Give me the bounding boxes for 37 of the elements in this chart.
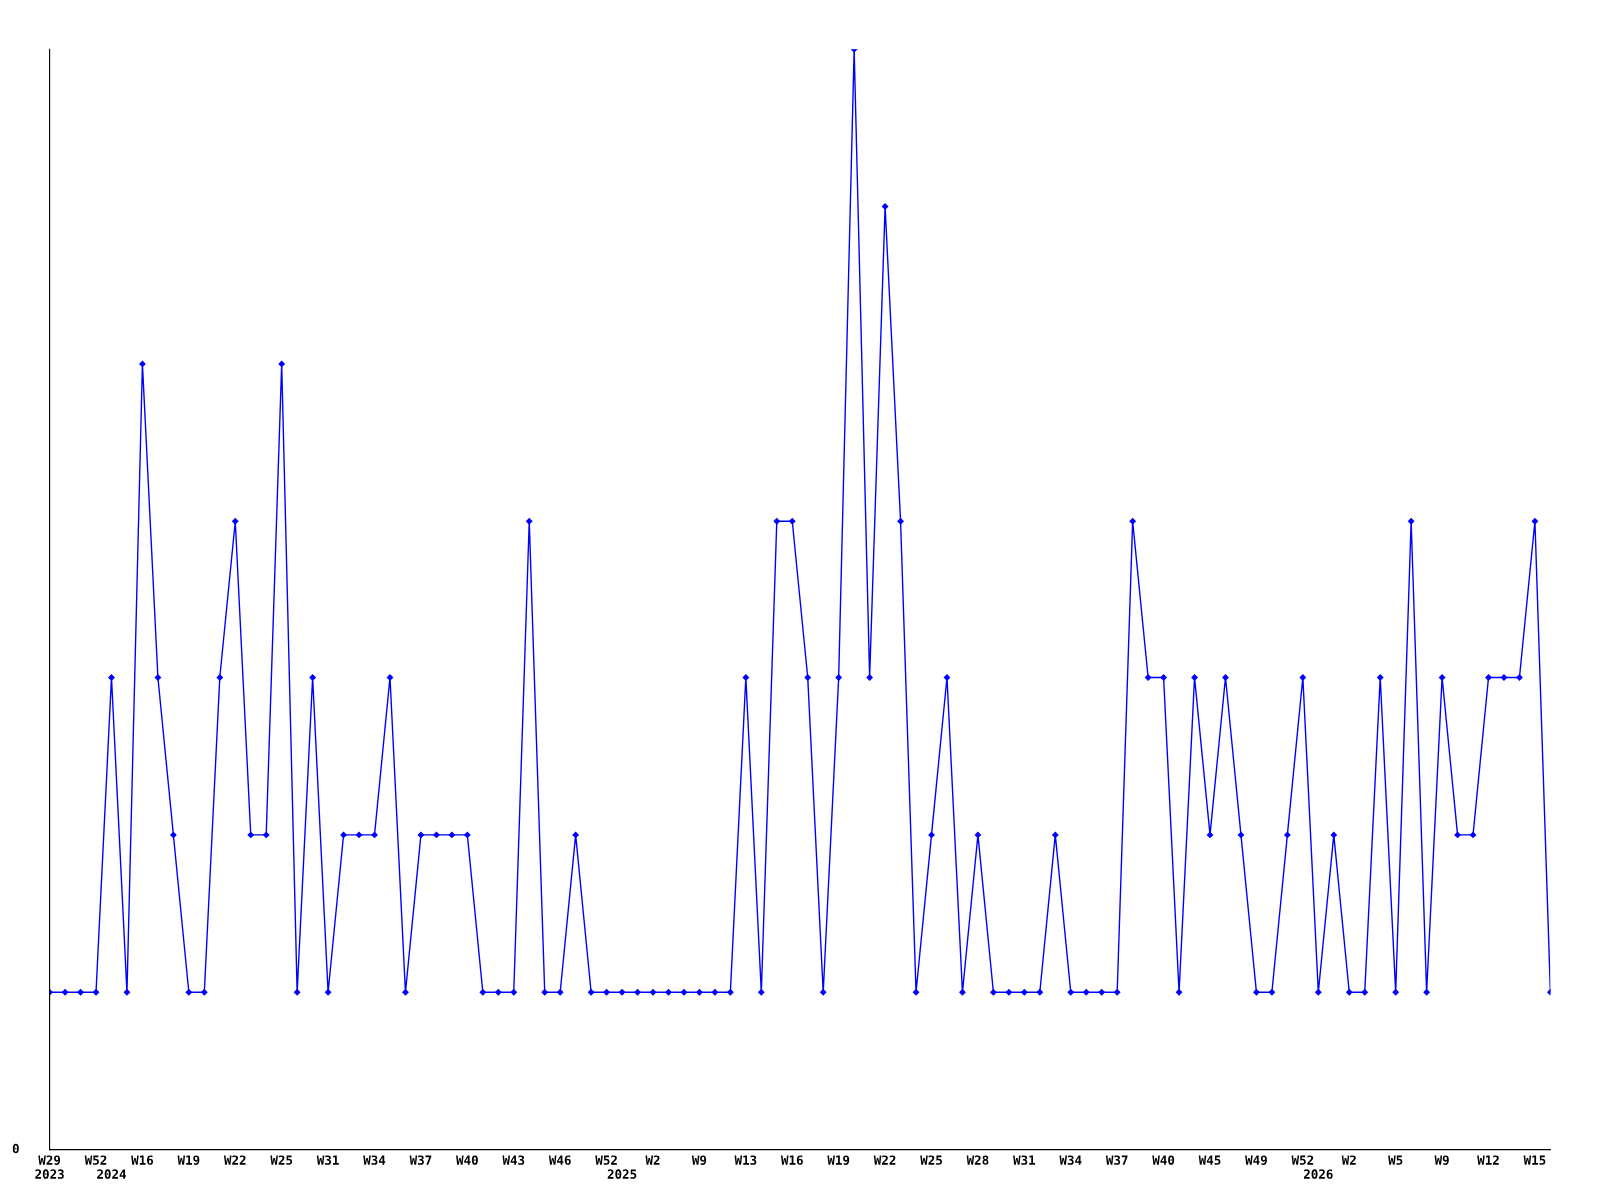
x-tick-label: W45 — [1198, 1155, 1221, 1165]
x-tick-label: W49 — [1245, 1155, 1267, 1165]
x-tick-label: W19 — [827, 1155, 850, 1165]
x-tick-label: W40 — [1152, 1155, 1175, 1165]
x-tick-label: W2 — [1341, 1155, 1356, 1165]
x-tick-label: W19 — [177, 1155, 200, 1165]
x-tick-label: W9 — [691, 1155, 707, 1165]
x-tick-label: W46 — [548, 1155, 571, 1165]
x-tick-label: 2024 — [97, 1169, 126, 1179]
x-tick-label: W25 — [920, 1155, 942, 1165]
x-tick-label: W31 — [1013, 1155, 1036, 1165]
x-tick-label: W37 — [409, 1155, 432, 1165]
text: 0 — [12, 1143, 19, 1154]
x-tick-label: W2 — [645, 1155, 660, 1165]
x-tick-label: W43 — [502, 1155, 525, 1165]
x-tick-label: W22 — [873, 1155, 896, 1165]
x-tick-label: W34 — [1059, 1155, 1082, 1165]
x-tick-label: W5 — [1388, 1155, 1403, 1165]
x-tick-label: 2025 — [607, 1169, 637, 1179]
x-tick-label: W34 — [363, 1155, 386, 1165]
x-tick-label: W16 — [131, 1155, 154, 1165]
x-tick-label: W22 — [223, 1155, 246, 1165]
x-tick-label: W40 — [456, 1155, 478, 1165]
x-tick-label: 2026 — [1303, 1169, 1333, 1179]
x-tick-label: W9 — [1434, 1155, 1449, 1165]
x-tick-label: W52 — [1291, 1155, 1314, 1165]
x-tick-label: W29 2023 — [35, 1155, 64, 1179]
x-tick-label: W37 — [1105, 1155, 1128, 1165]
x-tick-label: W31 — [316, 1155, 339, 1165]
x-tick-label: W12 — [1477, 1155, 1499, 1165]
x-tick-label: W16 — [780, 1155, 803, 1165]
x-tick-label: W15 — [1523, 1155, 1546, 1165]
x-tick-label: W13 — [734, 1155, 757, 1165]
x-tick-label: W28 — [966, 1155, 989, 1165]
x-tick-label: W52 — [595, 1155, 617, 1165]
x-tick-label: W25 — [270, 1155, 293, 1165]
x-tick-label: W52 — [84, 1155, 107, 1165]
